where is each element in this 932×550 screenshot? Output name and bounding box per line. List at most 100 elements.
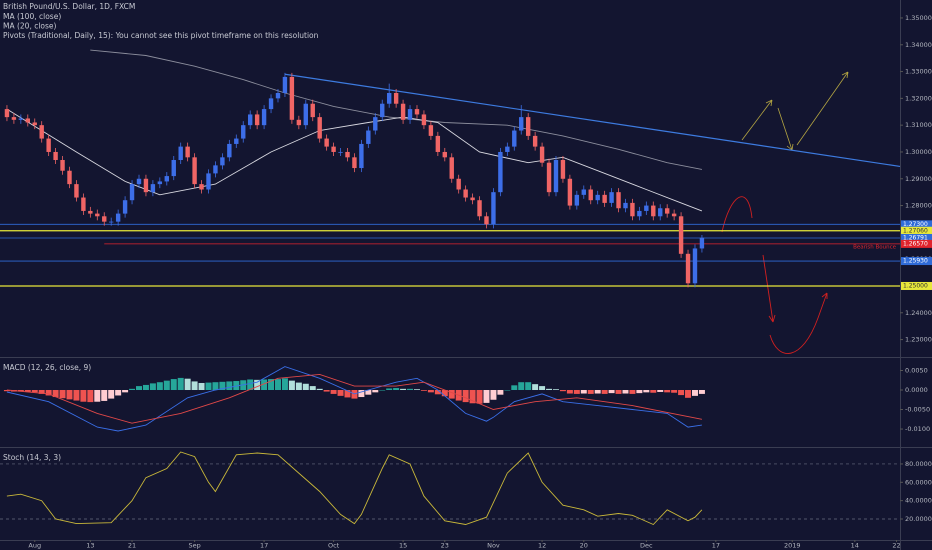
histogram-bar [434,390,441,395]
candle-body [623,202,628,209]
histogram-bar [149,383,156,391]
candle-body [463,189,468,198]
level-label: 1.27300 [903,221,928,228]
histogram-bar [233,381,240,391]
histogram-bar [413,389,420,391]
y-tick-label: 1.35000 [905,14,932,22]
histogram-bar [87,390,94,403]
y-tick-label: -0.0050 [905,406,930,414]
candle-body [206,173,211,190]
x-tick-label: 21 [128,542,136,550]
histogram-bar [101,390,108,401]
histogram-bar [274,379,281,391]
histogram-bar [122,390,129,393]
x-tick-label: 17 [260,542,268,550]
candle-body [129,184,135,201]
x-tick-label: 15 [399,542,407,550]
histogram-bar [163,380,170,391]
candle-body [247,114,253,126]
histogram-bar [170,379,177,391]
candle-body [67,170,72,185]
candle-body [525,117,531,136]
candle-body [150,184,156,193]
candle-body [261,109,267,126]
histogram-bar [601,390,608,394]
histogram-bar [80,390,87,402]
candle-body [449,157,454,179]
x-tick-label: 13 [86,542,94,550]
x-tick-label: Oct [328,542,340,550]
histogram-bar [52,390,59,398]
candle-body [588,189,593,201]
candle-body [581,189,586,195]
histogram-bar [566,390,573,394]
histogram-bar [184,378,191,391]
candle-body [532,135,538,147]
candle-body [213,165,218,174]
histogram-bar [636,390,643,394]
candle-body [303,103,308,126]
histogram-bar [17,390,24,392]
histogram-bar [45,390,52,396]
candle-body [678,216,684,254]
x-tick-label: 22 [892,542,900,550]
candle-body [651,205,656,217]
histogram-bar [135,386,142,391]
histogram-bar [476,390,483,404]
histogram-bar [698,390,705,394]
level-label-box [901,281,932,290]
histogram-bar [622,390,629,394]
histogram-bar [309,386,316,391]
indicator-line [6,451,703,526]
candle-body [366,130,371,144]
candle-body [595,194,600,201]
candle-body [178,146,183,161]
candle-body [25,118,30,123]
candle-body [602,194,607,203]
indicator-line [6,366,702,432]
histogram-bar [288,380,295,391]
candle-body [616,192,621,209]
candle-body [102,216,107,222]
level-label-box [901,233,932,242]
histogram-bar [393,388,400,391]
histogram-bar [156,382,163,391]
candle-body [310,103,315,118]
candle-body [359,143,364,169]
candle-body [122,200,128,214]
histogram-bar [539,386,546,391]
chart-title: British Pound/U.S. Dollar, 1D, FXCM [3,2,135,11]
x-tick-label: Sep [188,542,200,550]
candle-body [685,253,691,284]
candle-body [484,216,489,225]
candle-body [81,197,86,211]
x-tick-label: 12 [538,542,546,550]
histogram-bar [504,390,511,391]
x-tick-label: Aug [28,542,41,550]
candle-body [699,237,705,249]
candle-body [74,184,79,198]
arrow [796,71,849,146]
candle-body [380,103,385,118]
candle-body [254,114,260,126]
histogram-bar [254,379,261,391]
x-tick-label: 2019 [784,542,801,550]
trendline [284,73,901,168]
candle-body [11,117,17,120]
y-tick-label: 0.0050 [905,366,928,374]
histogram-bar [608,390,615,394]
candle-body [296,119,302,126]
candle-body [470,197,475,201]
histogram-bar [407,388,414,391]
histogram-bar [629,390,636,394]
candle-body [505,146,510,152]
histogram-bar [38,390,45,394]
histogram-bar [358,390,365,398]
histogram-bar [73,390,80,401]
candle-body [692,248,698,284]
histogram-bar [469,390,476,404]
histogram-bar [490,390,497,400]
histogram-bar [441,390,448,397]
candle-body [282,76,288,94]
histogram-bar [281,378,288,391]
